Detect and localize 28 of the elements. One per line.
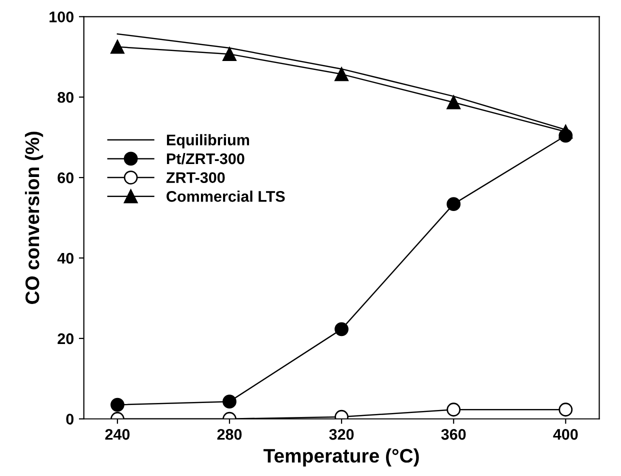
legend-label: Pt/ZRT-300 (166, 152, 244, 164)
legend-label: Equilibrium (166, 134, 250, 148)
x-tick-label: 320 (329, 429, 354, 440)
point (110, 40, 124, 54)
y-axis-title: CO conversion (%) (24, 132, 44, 304)
point (334, 67, 348, 82)
point (558, 124, 573, 139)
legend-label: Commercial LTS (166, 190, 285, 202)
x-tick-label: 400 (553, 429, 578, 440)
y-tick-label: 0 (66, 414, 74, 425)
x-tick-label: 280 (217, 429, 242, 440)
point (558, 402, 573, 417)
point (446, 402, 461, 417)
x-tick-label: 360 (441, 429, 466, 440)
x-axis-title: Temperature (°C) (264, 448, 419, 467)
legend-label: ZRT-300 (166, 172, 225, 184)
point (334, 322, 348, 336)
point (222, 394, 236, 409)
y-tick-label: 80 (58, 92, 74, 103)
point (446, 95, 461, 110)
point (446, 197, 461, 212)
y-tick-label: 60 (58, 172, 74, 184)
y-tick-label: 100 (50, 12, 74, 22)
point (110, 398, 124, 412)
y-tick-label: 20 (58, 333, 74, 344)
point (222, 47, 236, 62)
x-tick-label: 240 (105, 429, 130, 440)
y-tick-label: 40 (57, 252, 74, 264)
